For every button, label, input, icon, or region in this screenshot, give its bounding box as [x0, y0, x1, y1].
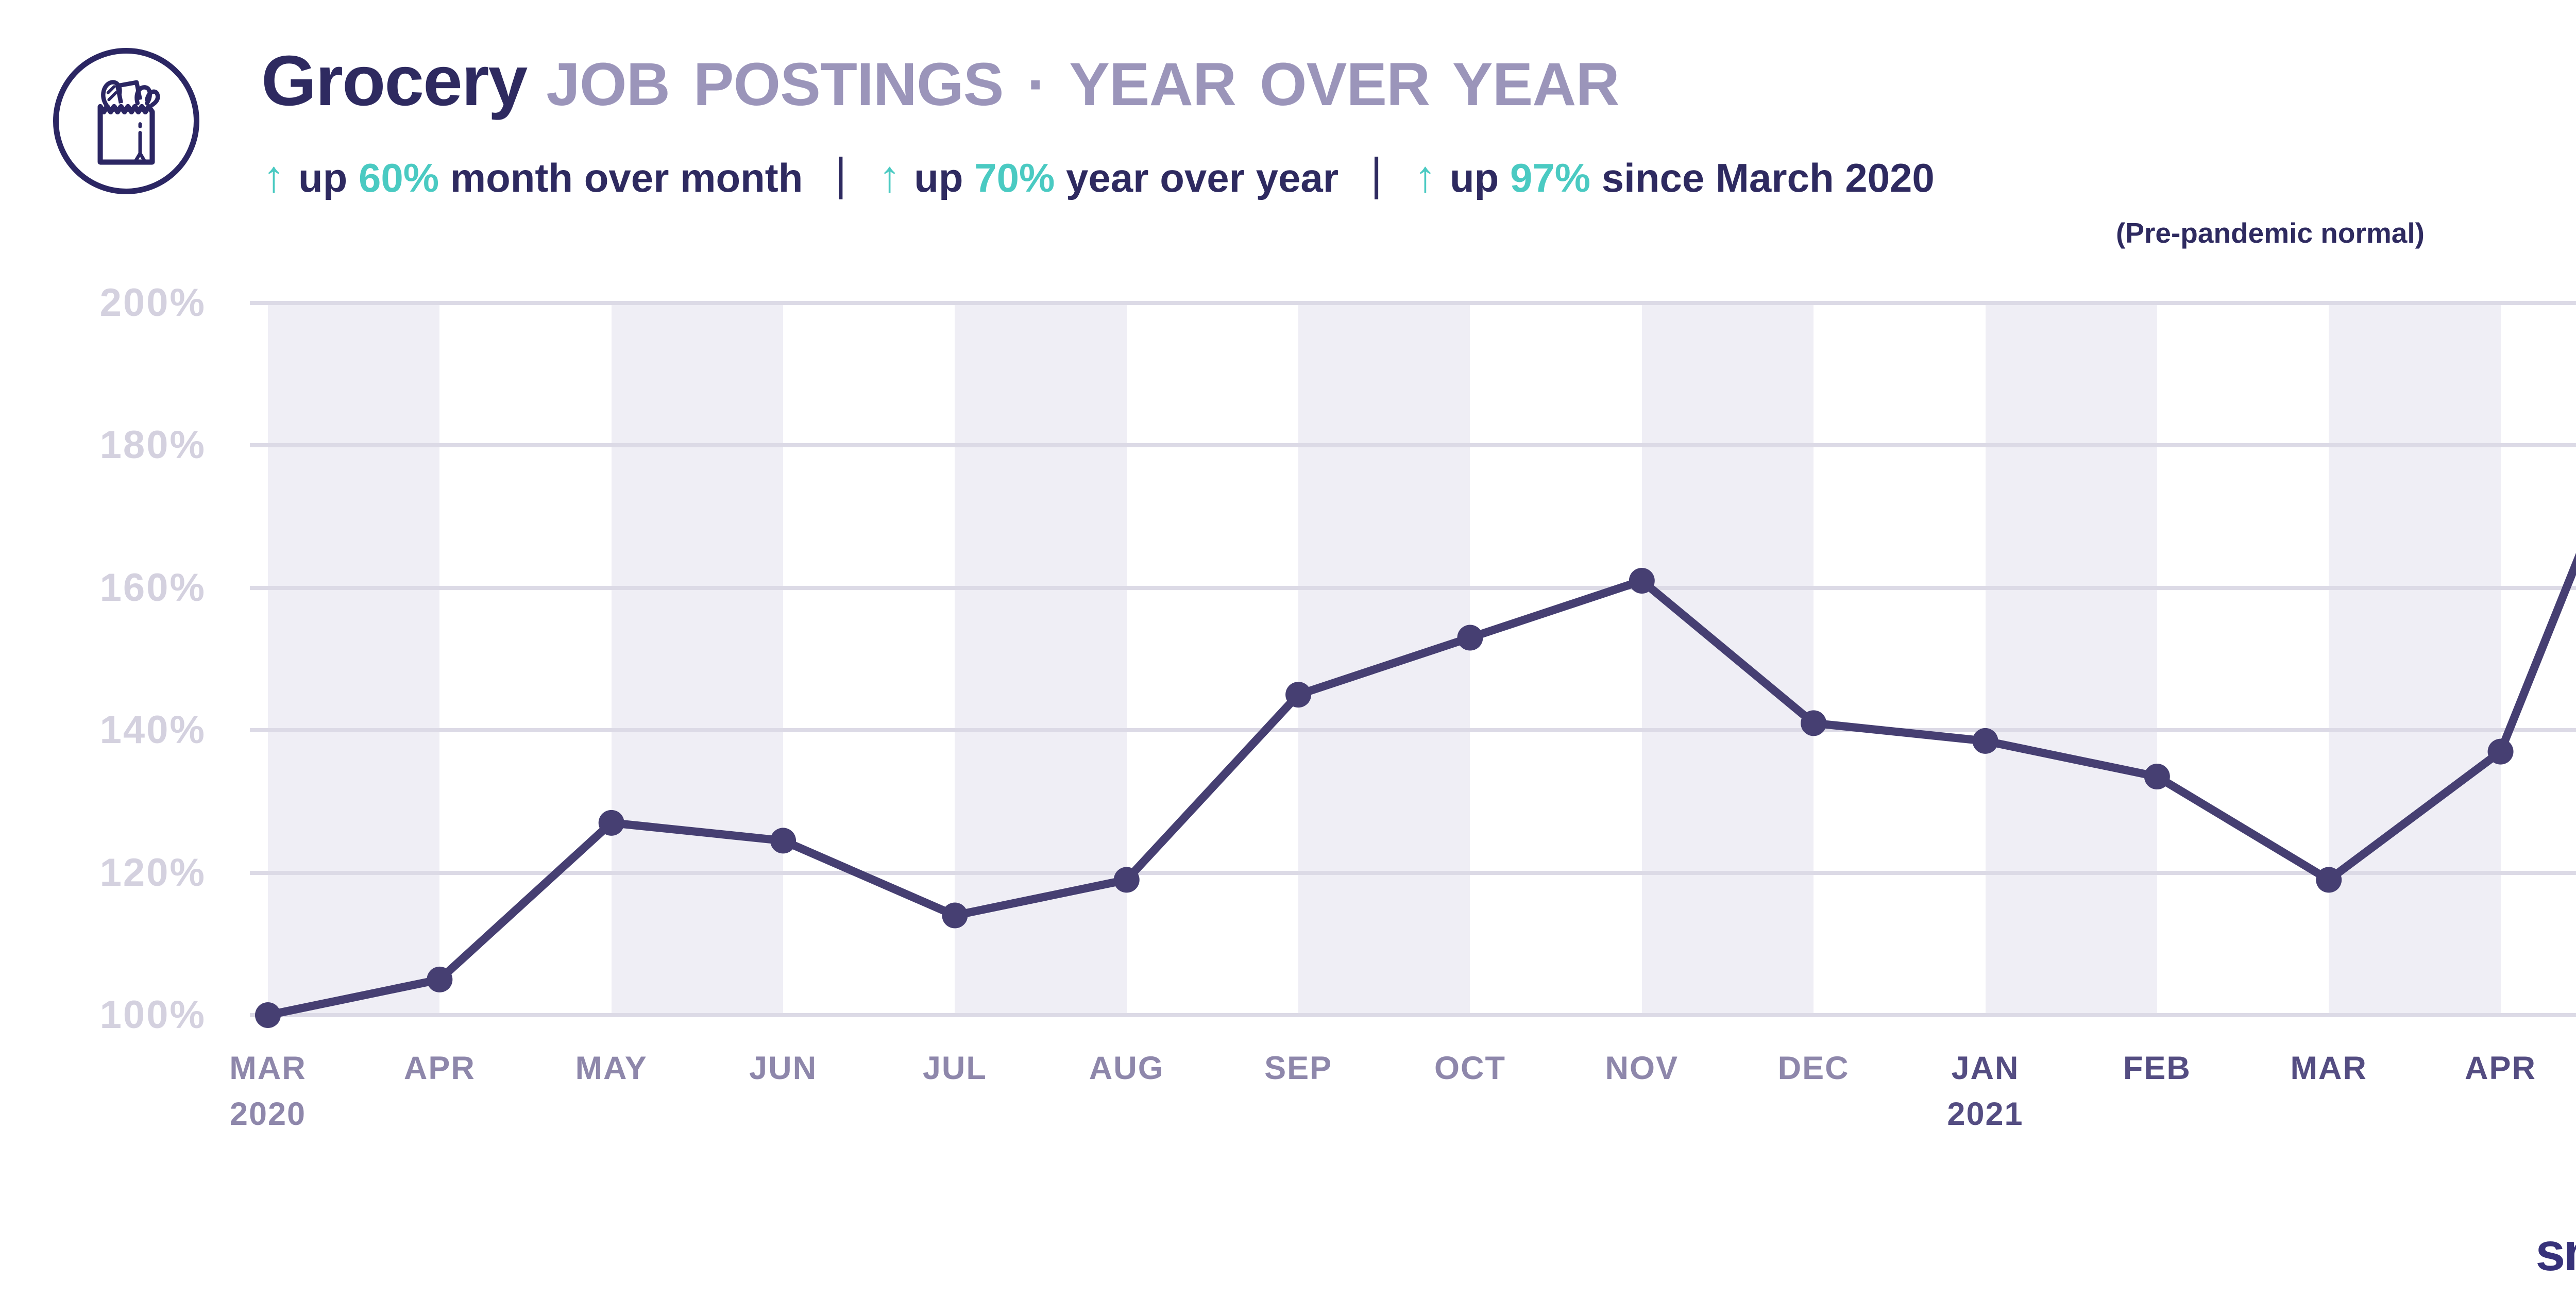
month-band	[2329, 303, 2501, 1015]
gridline	[250, 728, 2576, 733]
stat-suffix: since March 2020	[1590, 155, 1935, 200]
x-tick-label: OCT	[1382, 1052, 1557, 1085]
data-point	[255, 1002, 281, 1028]
y-tick-label: 160%	[99, 565, 206, 610]
x-tick-month: APR	[403, 1050, 476, 1086]
up-arrow-icon: ↑	[263, 152, 285, 201]
pre-pandemic-note: (Pre-pandemic normal)	[2115, 217, 2425, 249]
x-tick-label: MAR	[2241, 1052, 2416, 1085]
logo-text: snagajob	[2535, 1222, 2576, 1282]
data-point	[2487, 738, 2514, 765]
x-tick-month: AUG	[1089, 1050, 1164, 1086]
x-tick-label: DEC	[1726, 1052, 1901, 1085]
x-tick-month: MAY	[575, 1050, 648, 1086]
stat-separator: |	[835, 148, 847, 199]
data-point	[1285, 682, 1312, 708]
x-tick-month: SEP	[1264, 1050, 1333, 1086]
x-tick-year: 2021	[1947, 1096, 2024, 1132]
x-tick-label: APR	[2413, 1052, 2576, 1085]
stat-prefix: up	[914, 155, 975, 200]
x-tick-month: JUN	[749, 1050, 818, 1086]
data-point	[770, 828, 796, 854]
y-tick-label: 120%	[99, 850, 206, 895]
stat-separator: |	[1370, 148, 1382, 199]
data-point	[942, 902, 968, 929]
data-point	[2316, 867, 2342, 893]
x-tick-month: DEC	[1777, 1050, 1850, 1086]
x-tick-month: JAN	[1951, 1050, 2020, 1086]
gridline	[250, 585, 2576, 590]
trend-line-path	[264, 552, 2576, 1019]
data-point	[427, 966, 453, 992]
x-tick-month: MAR	[2290, 1050, 2367, 1086]
x-tick-month: FEB	[2123, 1050, 2191, 1086]
data-point	[1457, 625, 1483, 651]
month-band	[1985, 303, 2157, 1015]
snagajob-logo: snagajob®	[2535, 1225, 2576, 1279]
data-point	[1972, 728, 1998, 754]
gridline	[250, 870, 2576, 875]
month-band	[1641, 303, 1814, 1015]
stat-value: 97%	[1510, 155, 1591, 200]
stat-prefix: up	[1449, 155, 1510, 200]
x-tick-month: APR	[2465, 1050, 2537, 1086]
page-subtitle: JOB POSTINGS · YEAR OVER YEAR	[546, 50, 1619, 119]
stat-prefix: up	[298, 155, 359, 200]
x-tick-label: MAR 2020	[180, 1052, 355, 1131]
month-band	[268, 303, 440, 1015]
stat-value: 70%	[974, 155, 1055, 200]
data-point	[598, 810, 624, 836]
gridline	[250, 1013, 2576, 1017]
x-tick-label: APR	[352, 1052, 527, 1085]
x-tick-year: 2020	[229, 1096, 307, 1132]
up-arrow-icon: ↑	[1414, 152, 1436, 201]
page-title-row: Grocery JOB POSTINGS · YEAR OVER YEAR	[261, 45, 1620, 119]
x-tick-month: OCT	[1434, 1050, 1506, 1086]
x-tick-label: MAY	[524, 1052, 699, 1085]
data-point	[1629, 567, 1655, 594]
gridline	[250, 443, 2576, 448]
x-tick-label: SEP	[1211, 1052, 1386, 1085]
y-tick-label: 100%	[99, 993, 206, 1037]
data-point	[1801, 710, 1827, 736]
x-tick-label: JUN	[696, 1052, 871, 1085]
month-band	[611, 303, 784, 1015]
x-tick-label: NOV	[1554, 1052, 1730, 1085]
y-tick-label: 180%	[99, 423, 206, 467]
x-tick-month: JUL	[922, 1050, 987, 1086]
data-point	[2144, 764, 2170, 790]
x-tick-label: JUL	[867, 1052, 1042, 1085]
up-arrow-icon: ↑	[878, 152, 901, 201]
y-tick-label: 200%	[99, 281, 206, 325]
x-tick-label: FEB	[2070, 1052, 2245, 1085]
x-tick-month: NOV	[1605, 1050, 1679, 1086]
x-tick-label: JAN 2021	[1898, 1052, 2073, 1131]
x-tick-month: MAR	[229, 1050, 307, 1086]
stat-value: 60%	[358, 155, 439, 200]
x-tick-label: AUG	[1039, 1052, 1214, 1085]
grocery-bag-icon	[53, 48, 199, 194]
stat-suffix: year over year	[1055, 155, 1339, 200]
month-band	[1298, 303, 1470, 1015]
data-point	[1113, 867, 1140, 893]
gridline	[250, 301, 2576, 305]
page-title: Grocery	[261, 41, 528, 121]
stats-row: ↑ up 60% month over month | ↑ up 70% year ov…	[263, 151, 1935, 201]
grocery-bag-glyph	[97, 79, 160, 165]
stat-suffix: month over month	[439, 155, 803, 200]
y-tick-label: 140%	[99, 708, 206, 752]
